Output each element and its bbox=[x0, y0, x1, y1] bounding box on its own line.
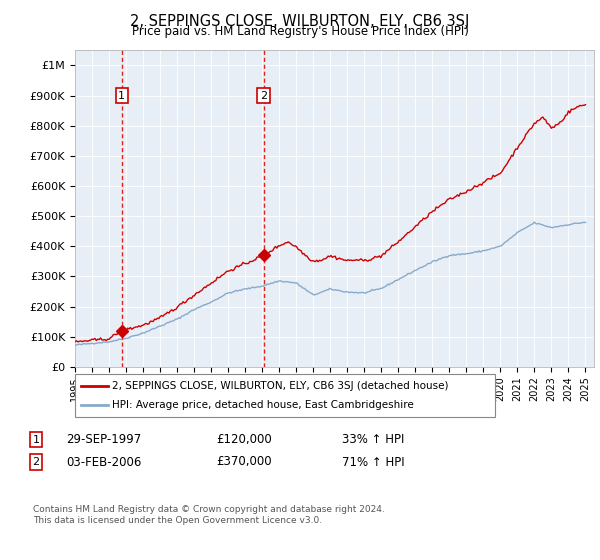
Text: Contains HM Land Registry data © Crown copyright and database right 2024.
This d: Contains HM Land Registry data © Crown c… bbox=[33, 505, 385, 525]
Text: HPI: Average price, detached house, East Cambridgeshire: HPI: Average price, detached house, East… bbox=[112, 400, 414, 410]
Text: 29-SEP-1997: 29-SEP-1997 bbox=[66, 433, 141, 446]
Text: £370,000: £370,000 bbox=[216, 455, 272, 469]
Text: 2, SEPPINGS CLOSE, WILBURTON, ELY, CB6 3SJ (detached house): 2, SEPPINGS CLOSE, WILBURTON, ELY, CB6 3… bbox=[112, 381, 449, 391]
Text: 2: 2 bbox=[32, 457, 40, 467]
Text: £120,000: £120,000 bbox=[216, 433, 272, 446]
Text: 03-FEB-2006: 03-FEB-2006 bbox=[66, 455, 142, 469]
Text: 2: 2 bbox=[260, 91, 267, 101]
Text: 2, SEPPINGS CLOSE, WILBURTON, ELY, CB6 3SJ: 2, SEPPINGS CLOSE, WILBURTON, ELY, CB6 3… bbox=[130, 14, 470, 29]
Text: 33% ↑ HPI: 33% ↑ HPI bbox=[342, 433, 404, 446]
Text: 1: 1 bbox=[118, 91, 125, 101]
Text: 1: 1 bbox=[32, 435, 40, 445]
Text: 71% ↑ HPI: 71% ↑ HPI bbox=[342, 455, 404, 469]
Text: Price paid vs. HM Land Registry's House Price Index (HPI): Price paid vs. HM Land Registry's House … bbox=[131, 25, 469, 38]
